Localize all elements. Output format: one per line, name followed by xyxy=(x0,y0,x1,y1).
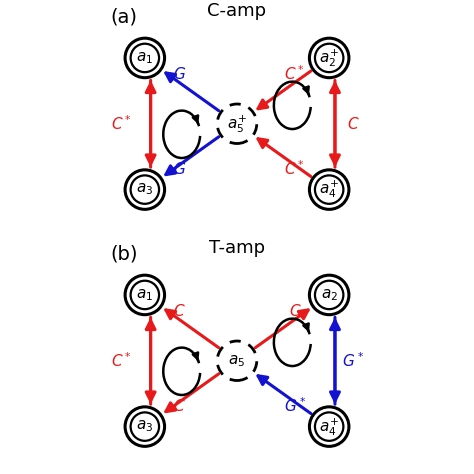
Text: $\mathit{G}$: $\mathit{G}$ xyxy=(173,66,186,82)
Text: $a_{5}^{+}$: $a_{5}^{+}$ xyxy=(227,113,247,135)
Text: $\mathit{C}$: $\mathit{C}$ xyxy=(173,303,185,319)
Circle shape xyxy=(125,170,164,210)
Circle shape xyxy=(217,104,257,144)
Text: $a_{4}^{+}$: $a_{4}^{+}$ xyxy=(319,416,339,438)
Text: $\mathit{C}^*$: $\mathit{C}^*$ xyxy=(284,64,305,83)
Text: $\mathit{G}^*$: $\mathit{G}^*$ xyxy=(284,396,306,415)
Text: C-amp: C-amp xyxy=(208,2,266,20)
Text: $a_{3}$: $a_{3}$ xyxy=(136,419,154,435)
Text: $\mathit{G}$: $\mathit{G}$ xyxy=(173,161,186,176)
Text: (b): (b) xyxy=(110,244,138,263)
Text: $a_{4}^{+}$: $a_{4}^{+}$ xyxy=(319,179,339,201)
Circle shape xyxy=(310,407,349,447)
Circle shape xyxy=(125,38,164,78)
Text: $a_{1}$: $a_{1}$ xyxy=(137,50,154,66)
Text: $\mathit{C}$: $\mathit{C}$ xyxy=(173,398,185,413)
Circle shape xyxy=(217,341,257,381)
Text: T-amp: T-amp xyxy=(209,239,265,257)
Text: $\mathit{G}^*$: $\mathit{G}^*$ xyxy=(342,351,364,370)
Circle shape xyxy=(310,170,349,210)
Text: $\mathit{C}^*$: $\mathit{C}^*$ xyxy=(110,351,132,370)
Text: $\mathit{C}$: $\mathit{C}$ xyxy=(346,116,359,132)
Text: (a): (a) xyxy=(110,7,137,26)
Text: $a_{2}^{+}$: $a_{2}^{+}$ xyxy=(319,47,339,69)
Text: $\mathit{C}^*$: $\mathit{C}^*$ xyxy=(110,114,132,133)
Text: $\mathit{C}$: $\mathit{C}$ xyxy=(289,303,301,319)
Circle shape xyxy=(125,275,164,315)
Text: $a_{5}$: $a_{5}$ xyxy=(228,353,246,369)
Text: $a_{2}$: $a_{2}$ xyxy=(320,287,337,303)
Text: $a_{1}$: $a_{1}$ xyxy=(137,287,154,303)
Circle shape xyxy=(125,407,164,447)
Circle shape xyxy=(310,38,349,78)
Text: $a_{3}$: $a_{3}$ xyxy=(136,182,154,198)
Text: $\mathit{C}^*$: $\mathit{C}^*$ xyxy=(284,159,305,178)
Circle shape xyxy=(310,275,349,315)
